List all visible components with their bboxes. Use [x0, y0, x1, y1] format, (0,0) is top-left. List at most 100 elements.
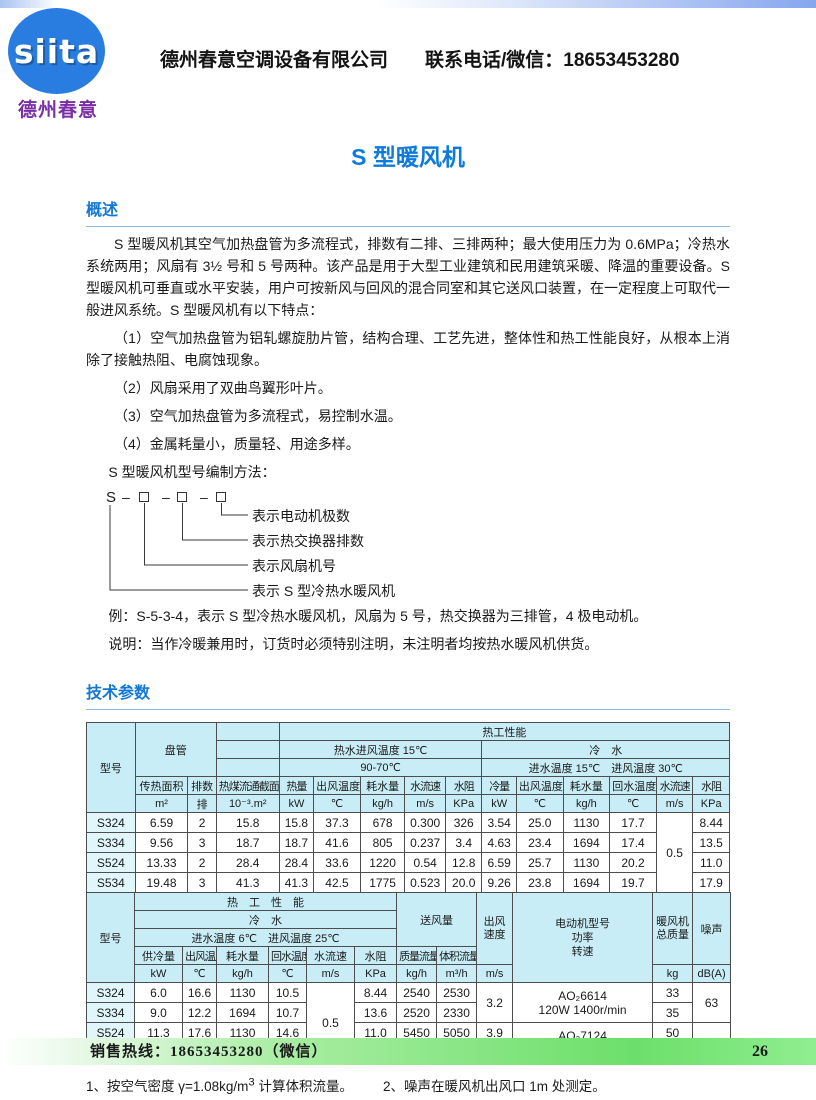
- order-note: 说明：当作冷暖兼用时，订货时必须特别注明，未注明者均按热水暖风机供货。: [108, 636, 599, 652]
- table-row: S334 9.56 3 18.7 18.7 41.6 805 0.237 3.4…: [86, 832, 730, 853]
- header-cell: 传热面积: [134, 776, 189, 795]
- cell: 25.0: [515, 812, 564, 833]
- cell-motor: AO₂6614 120W 1400r/min: [512, 982, 654, 1023]
- cell: 2530: [436, 982, 478, 1003]
- cell: 805: [359, 832, 406, 853]
- cell: 3.54: [481, 812, 517, 833]
- header-cell: 水阻: [444, 776, 483, 795]
- unit-cell: ℃: [515, 794, 564, 813]
- header-cell: 热水进风温度 15℃: [278, 740, 483, 759]
- cell: 17.4: [609, 832, 657, 853]
- cell: 2: [187, 812, 217, 833]
- cell: 3.4: [444, 832, 483, 853]
- cell: 12.2: [182, 1002, 217, 1023]
- header-cell: 出风温度: [515, 776, 564, 795]
- cell: 33: [652, 982, 694, 1003]
- unit-cell: kW: [278, 794, 315, 813]
- table-row: 进水温度 6℃ 进风温度 25℃: [87, 928, 731, 947]
- logo-ellipse: siita: [8, 8, 105, 94]
- model-example: 例：S-5-3-4，表示 S 型冷热水暖风机，风扇为 5 号，热交换器为三排管，…: [108, 608, 648, 624]
- footnote-2: 2、噪声在暖风机出风口 1m 处测定。: [382, 1079, 606, 1094]
- cell: 2520: [396, 1002, 438, 1023]
- cell: 18.7: [278, 832, 315, 853]
- header-cell: 出风温度: [313, 776, 361, 795]
- cell: 0.300: [404, 812, 446, 833]
- cell: 9.0: [134, 1002, 183, 1023]
- diagram-label-fan-size: 表示风扇机号: [252, 558, 336, 574]
- feature-item: （4）金属耗量小，质量轻、用途多样。: [114, 436, 360, 452]
- cell-merged-noise: 63: [692, 982, 732, 1023]
- model-cell: S534: [86, 872, 136, 893]
- model-cell: S524: [86, 852, 136, 873]
- unit-cell: 10⁻³.m²: [215, 794, 280, 813]
- overview-paragraph: S 型暖风机其空气加热盘管为多流程式，排数有二排、三排两种；最大使用压力为 0.…: [86, 236, 730, 318]
- feature-item: （2）风扇采用了双曲鸟翼形叶片。: [114, 380, 332, 396]
- cell: 13.6: [353, 1002, 398, 1023]
- logo-text: siita: [13, 31, 100, 71]
- cell: 18.7: [215, 832, 280, 853]
- table-row: 型号 热 工 性 能 送风量 出风速度 电动机型号 功率 转速 暖风机总质量 噪…: [86, 892, 732, 983]
- cell: 1220: [359, 852, 406, 873]
- cell: 12.8: [444, 852, 483, 873]
- header-cell: 送风量: [396, 892, 478, 947]
- diagram-connector-lines: [109, 503, 248, 591]
- footnote-superscript: 3: [248, 1076, 255, 1089]
- cell: 37.3: [313, 812, 361, 833]
- cell: 5050: [436, 1022, 478, 1043]
- cell: 1694: [216, 1002, 269, 1023]
- diagram-label-motor-poles: 表示电动机极数: [252, 508, 350, 524]
- cell: 13.5: [692, 832, 730, 853]
- cell: 1694: [562, 832, 611, 853]
- table-row: 热水进风温度 15℃ 冷 水: [87, 740, 730, 759]
- table-row: S534 19.48 3 41.3 41.3 42.5 1775 0.523 2…: [86, 872, 730, 893]
- table-row: 供冷量 出风温度 耗水量 回水温度 水流速 水阻 质量流量 体积流量: [87, 946, 731, 965]
- cell: 8.44: [353, 982, 398, 1003]
- section-specs-heading: 技术参数: [86, 679, 730, 710]
- table-row: S324 6.0 16.6 1130 10.5 0.5 8.44 2540 25…: [86, 982, 732, 1063]
- cell: 3: [187, 872, 217, 893]
- cell: 3: [187, 832, 217, 853]
- header-cell: 盘管: [134, 722, 217, 777]
- cell: 1130: [562, 852, 611, 873]
- cell: 10.5: [268, 982, 307, 1003]
- unit-cell: kW: [481, 794, 517, 813]
- cell: 41.3: [215, 872, 280, 893]
- cell: 4.63: [481, 832, 517, 853]
- cell: 17.9: [692, 872, 730, 893]
- header-cell: 出风温度: [182, 946, 217, 965]
- unit-cell: kg: [652, 964, 694, 983]
- cell: 1130: [562, 812, 611, 833]
- unit-cell: m/s: [306, 964, 355, 983]
- header-cell: 型号: [86, 722, 136, 813]
- cell: 2540: [396, 982, 438, 1003]
- sales-hotline: 销售热线：18653453280（微信）: [90, 1044, 328, 1060]
- cell: 1775: [359, 872, 406, 893]
- header-cell: 水流速: [306, 946, 355, 965]
- cell-merged-flow: 0.5: [655, 812, 694, 893]
- header-cell: 暖风机总质量: [652, 892, 694, 965]
- header-cell: 热量: [278, 776, 315, 795]
- cell: 1130: [216, 1022, 269, 1043]
- unit-cell: kg/h: [359, 794, 406, 813]
- cell: 2: [187, 852, 217, 873]
- top-accent-bar: [0, 0, 816, 8]
- unit-cell: m³/h: [436, 964, 478, 983]
- header-cell: 进水温度 6℃ 进风温度 25℃: [133, 928, 398, 947]
- header-cell: 出风速度: [476, 892, 514, 965]
- logo-subtitle: 德州春意: [17, 100, 98, 121]
- empty-cell: [215, 740, 280, 759]
- cell: 5450: [396, 1022, 438, 1043]
- table-row: 传热面积 排数 热煤流通截面 热量 出风温度 耗水量 水流速 水阻 冷量 出风温…: [87, 776, 730, 795]
- cell: 9.56: [134, 832, 189, 853]
- cell: 9.26: [481, 872, 517, 893]
- cell: 11.0: [692, 852, 730, 873]
- header-cell: 水阻: [692, 776, 730, 795]
- model-code-box: [216, 492, 226, 502]
- specs-table-heating: 型号 盘管 热工性能 热水进风温度 15℃ 冷 水 90-70℃ 进水温度 15…: [86, 722, 731, 893]
- unit-cell: kW: [134, 964, 183, 983]
- header-cell: 体积流量: [436, 946, 478, 965]
- table-row: S334 9.0 12.2 1694 10.7 13.6 2520 2330 3…: [86, 1002, 731, 1023]
- header-cell: 水流速: [655, 776, 694, 795]
- cell: 2330: [436, 1002, 478, 1023]
- diagram-label-exchanger-rows: 表示热交换器排数: [252, 533, 364, 549]
